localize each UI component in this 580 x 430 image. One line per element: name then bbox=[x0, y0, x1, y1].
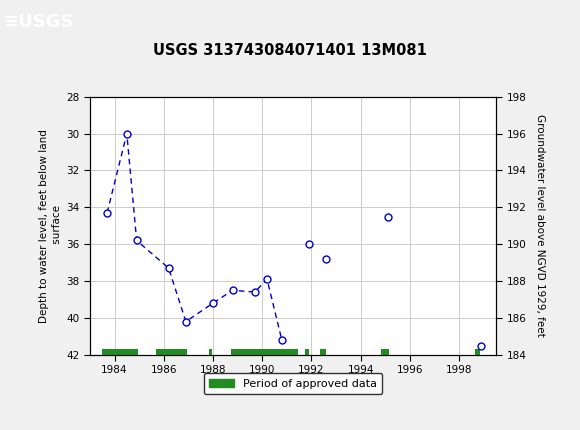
Bar bbox=[102, 350, 138, 355]
Text: USGS 313743084071401 13M081: USGS 313743084071401 13M081 bbox=[153, 43, 427, 58]
Bar bbox=[382, 350, 389, 355]
Bar bbox=[157, 350, 187, 355]
Bar bbox=[231, 350, 298, 355]
Bar bbox=[320, 350, 326, 355]
Legend: Period of approved data: Period of approved data bbox=[204, 373, 382, 394]
Y-axis label: Groundwater level above NGVD 1929, feet: Groundwater level above NGVD 1929, feet bbox=[535, 114, 545, 337]
Y-axis label: Depth to water level, feet below land
 surface: Depth to water level, feet below land su… bbox=[39, 129, 62, 322]
Bar bbox=[208, 350, 212, 355]
Bar bbox=[475, 350, 480, 355]
Bar bbox=[305, 350, 309, 355]
Text: ≡USGS: ≡USGS bbox=[3, 13, 74, 31]
